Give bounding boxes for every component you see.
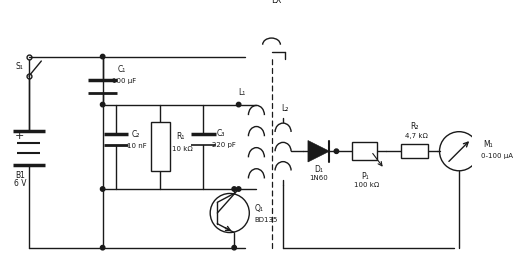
Text: 6 V: 6 V bbox=[14, 179, 26, 188]
Circle shape bbox=[100, 245, 105, 250]
Bar bbox=[151, 122, 170, 171]
Text: +: + bbox=[15, 131, 24, 141]
Circle shape bbox=[232, 245, 237, 250]
Circle shape bbox=[237, 187, 241, 191]
Bar bbox=[401, 144, 428, 158]
Text: 10 nF: 10 nF bbox=[127, 143, 147, 149]
Text: D₁: D₁ bbox=[314, 165, 323, 174]
Text: R₂: R₂ bbox=[410, 122, 419, 131]
Text: 1N60: 1N60 bbox=[309, 175, 328, 181]
Text: R₁: R₁ bbox=[176, 132, 184, 141]
Circle shape bbox=[100, 54, 105, 59]
Text: C₁: C₁ bbox=[118, 65, 126, 75]
Text: 100 kΩ: 100 kΩ bbox=[354, 182, 379, 188]
Text: C₃: C₃ bbox=[217, 129, 225, 138]
Text: C₂: C₂ bbox=[132, 130, 140, 139]
Circle shape bbox=[100, 102, 105, 107]
Circle shape bbox=[237, 102, 241, 107]
Text: 10 kΩ: 10 kΩ bbox=[172, 146, 193, 151]
Circle shape bbox=[100, 187, 105, 191]
Text: L₂: L₂ bbox=[281, 104, 289, 113]
Text: 100 μF: 100 μF bbox=[112, 77, 136, 84]
Text: 0-100 μA: 0-100 μA bbox=[482, 153, 513, 159]
Text: S₁: S₁ bbox=[15, 62, 23, 71]
Text: 4,7 kΩ: 4,7 kΩ bbox=[405, 133, 428, 139]
Text: LX: LX bbox=[271, 0, 281, 5]
Text: 220 pF: 220 pF bbox=[213, 142, 237, 148]
Circle shape bbox=[232, 187, 237, 191]
Text: B1: B1 bbox=[15, 171, 25, 180]
Bar bbox=[353, 142, 378, 160]
Circle shape bbox=[334, 149, 339, 153]
Text: M₁: M₁ bbox=[483, 140, 492, 148]
Text: P₁: P₁ bbox=[361, 172, 369, 180]
Text: BD135: BD135 bbox=[255, 217, 278, 223]
Text: Q₁: Q₁ bbox=[255, 204, 264, 213]
Text: L₁: L₁ bbox=[239, 88, 246, 97]
Polygon shape bbox=[308, 141, 329, 162]
